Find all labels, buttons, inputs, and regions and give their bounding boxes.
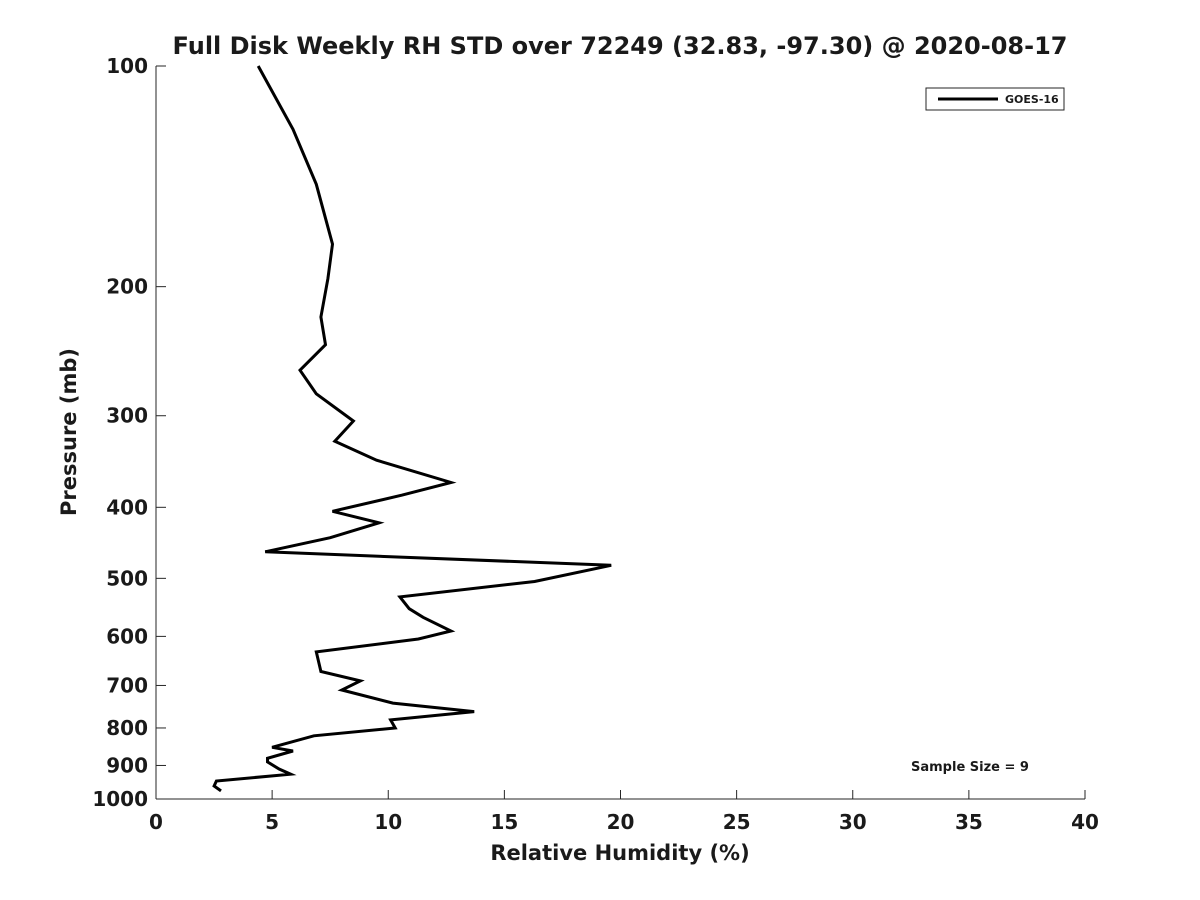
plot-area	[155, 66, 1085, 800]
x-tick-label: 25	[723, 810, 751, 834]
x-tick-label: 30	[839, 810, 867, 834]
x-tick-label: 10	[374, 810, 402, 834]
sample-size-annotation: Sample Size = 9	[911, 760, 1029, 775]
x-tick-label: 5	[265, 810, 279, 834]
x-axis-label: Relative Humidity (%)	[490, 841, 749, 865]
y-tick-label: 600	[106, 624, 148, 648]
y-axis-label: Pressure (mb)	[57, 348, 81, 516]
y-tick-label: 100	[106, 54, 148, 78]
x-ticks: 0 5 10 15 20 25 30 35 40	[149, 790, 1099, 834]
legend-label: GOES-16	[1005, 93, 1059, 106]
chart-title: Full Disk Weekly RH STD over 72249 (32.8…	[173, 32, 1068, 60]
y-tick-label: 400	[106, 495, 148, 519]
legend: GOES-16	[925, 87, 1065, 111]
y-tick-label: 800	[106, 716, 148, 740]
y-tick-label: 1000	[92, 787, 148, 811]
y-tick-label: 500	[106, 566, 148, 590]
series-line-goes-16	[212, 65, 612, 793]
x-tick-label: 35	[955, 810, 983, 834]
x-tick-label: 0	[149, 810, 163, 834]
y-tick-label: 300	[106, 404, 148, 428]
y-tick-label: 200	[106, 275, 148, 299]
x-tick-label: 20	[607, 810, 635, 834]
y-tick-label: 700	[106, 673, 148, 697]
x-tick-label: 15	[490, 810, 518, 834]
y-tick-label: 900	[106, 753, 148, 777]
y-ticks: 100 200 300 400 500 600 700 800 900 1000	[92, 54, 166, 811]
x-tick-label: 40	[1071, 810, 1099, 834]
